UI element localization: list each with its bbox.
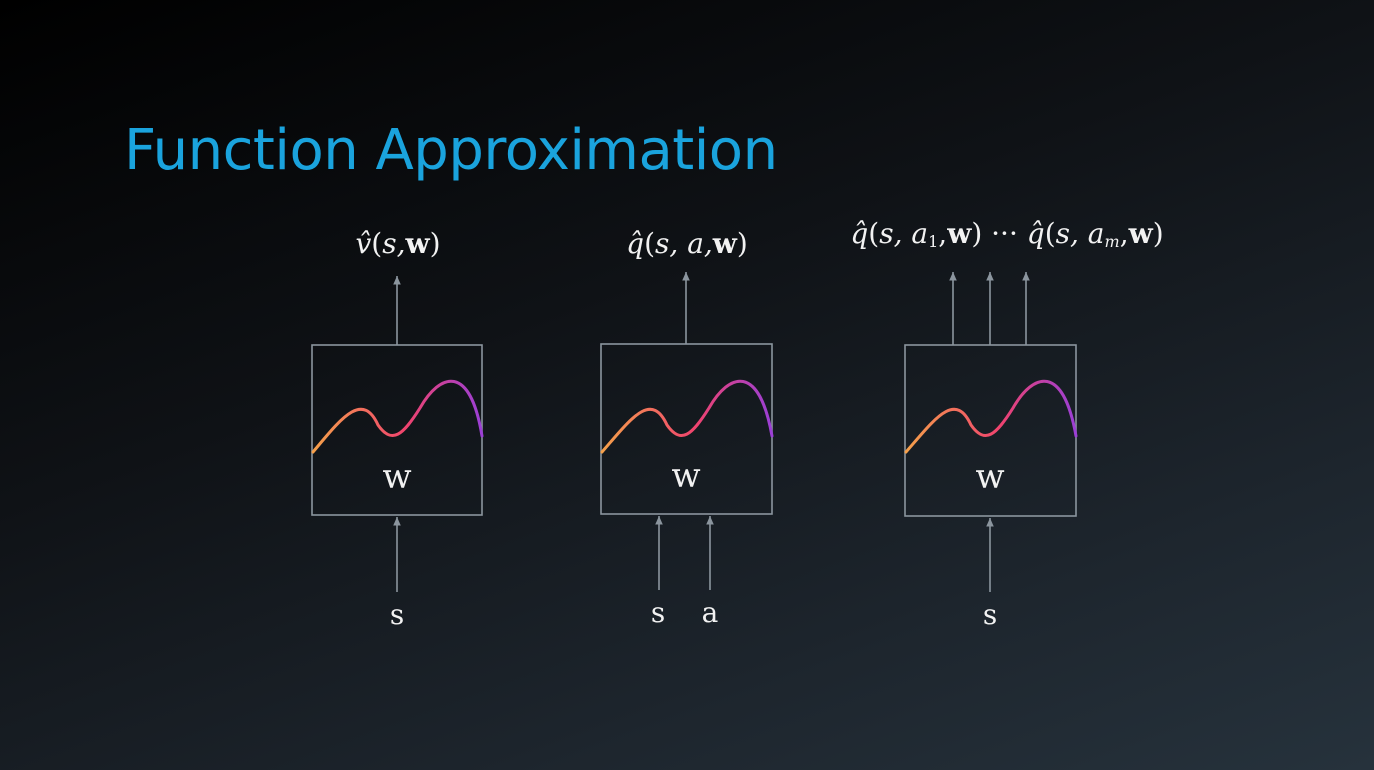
multi-action-value-output-label: q̂(s, a1,w) ··· q̂(s, am,w) xyxy=(850,217,1163,251)
weights-label: w xyxy=(975,457,1004,497)
function-curve xyxy=(311,379,484,454)
input-label-s: s xyxy=(983,598,997,631)
function-curve xyxy=(904,379,1078,454)
action-value-output-label: q̂(s, a,w) xyxy=(626,227,748,260)
action-value-network: q̂(s, a,w) w s a xyxy=(600,227,774,629)
input-label-s: s xyxy=(651,596,665,629)
state-value-output-label: v̂(s,w) xyxy=(355,227,440,260)
input-label-s: s xyxy=(390,598,404,631)
function-curve xyxy=(600,379,774,454)
input-label-a: a xyxy=(702,596,719,629)
weights-label: w xyxy=(671,456,700,496)
state-value-network: v̂(s,w) w s xyxy=(311,227,484,631)
slide-title: Function Approximation xyxy=(124,118,778,183)
weights-label: w xyxy=(382,457,411,497)
multi-action-value-network: q̂(s, a1,w) ··· q̂(s, am,w) w s xyxy=(850,217,1163,631)
